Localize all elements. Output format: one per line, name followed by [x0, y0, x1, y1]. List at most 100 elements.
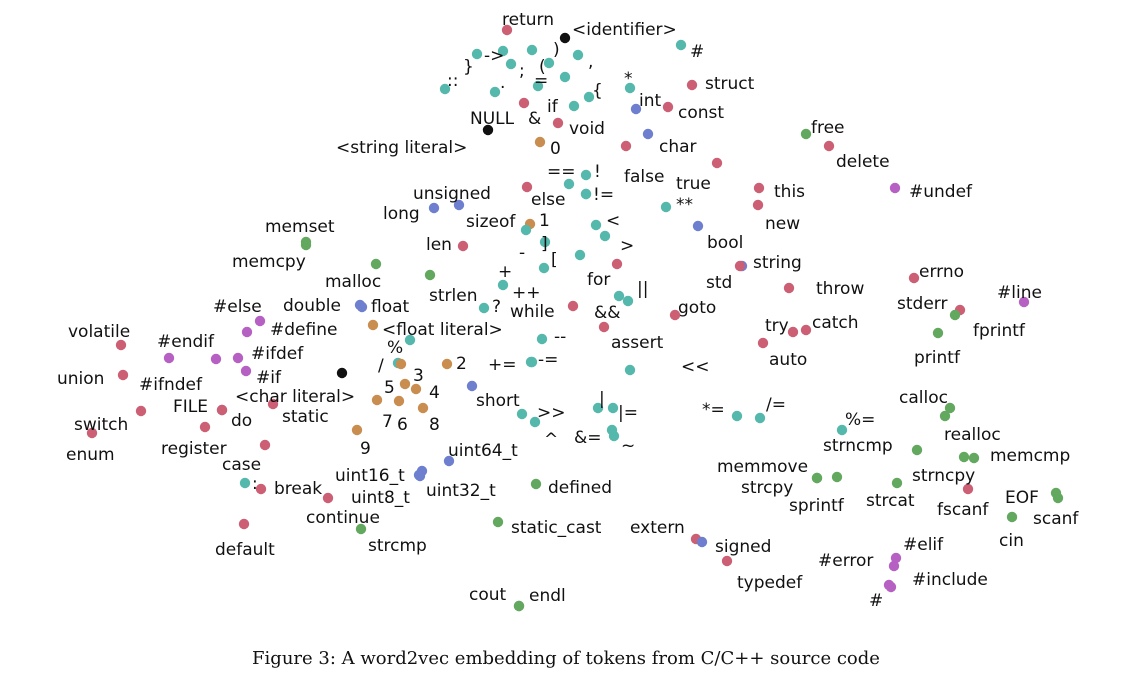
label-elif-140: #elif [903, 535, 944, 555]
point-sprintf-130 [811, 472, 823, 484]
label-symbol-82: += [488, 355, 517, 375]
label-strncpy-120: strncpy [912, 466, 975, 486]
label-false-26: false [624, 167, 664, 187]
point-malloc-51 [370, 258, 382, 270]
label-symbol-100: >> [537, 403, 566, 423]
label-symbol-83: -= [538, 350, 558, 370]
label-5-91: 5 [384, 378, 395, 398]
label-memcpy-48: memcpy [232, 252, 306, 272]
label-char-literal-90: <char literal> [235, 387, 355, 407]
scatter-plot: return <identifier>#->});(,::. = {* structin… [57, 10, 1079, 612]
label-8-106: 8 [429, 415, 440, 435]
point-symbol-103 [731, 410, 743, 422]
point-0-23 [534, 136, 546, 148]
point-symbol-111 [529, 416, 541, 428]
point-symbol-6 [505, 58, 517, 70]
label-symbol-10: . [500, 73, 505, 93]
label-2-81: 2 [456, 354, 467, 374]
point-long-36 [428, 202, 440, 214]
label-void-20: void [569, 119, 605, 139]
point-symbol-50 [497, 279, 509, 291]
label-symbol-57: ++ [512, 283, 541, 303]
label-float-61: float [371, 297, 410, 317]
label-realloc-108: realloc [944, 425, 1001, 445]
point-6-97 [393, 395, 405, 407]
point-goto-64 [669, 309, 681, 321]
label-symbol-58: || [637, 279, 648, 299]
label-identifier-1: <identifier> [572, 20, 677, 40]
point-symbol-57 [538, 262, 550, 274]
label-enum-116: enum [66, 445, 115, 465]
label-symbol-8: , [588, 52, 593, 72]
label-for-52: for [587, 270, 610, 290]
point-signed-138 [696, 536, 708, 548]
point-7-96 [371, 394, 383, 406]
label-scanf-133: scanf [1033, 509, 1079, 529]
label-symbol-5: ) [553, 40, 560, 60]
point-for-52 [611, 258, 623, 270]
label-printf-77: printf [914, 348, 961, 368]
label-symbol-86: / [378, 356, 384, 376]
label-symbol-4: } [463, 57, 474, 77]
label-strcat-128: strcat [866, 491, 915, 511]
point-case-118 [259, 439, 271, 451]
label-line-59: #line [997, 283, 1042, 303]
point-default-139 [238, 518, 250, 530]
label-symbol-122: : [252, 474, 258, 494]
point-symbol-10 [489, 86, 501, 98]
label-return-0: return [502, 10, 554, 30]
point-float-literal-71 [367, 319, 379, 331]
label-auto-80: auto [769, 350, 807, 370]
point-if-85 [240, 365, 252, 377]
point-enum-116 [86, 427, 98, 439]
point-symbol-75 [536, 333, 548, 345]
point-cin-137 [1006, 511, 1018, 523]
label-4-92: 4 [429, 383, 440, 403]
label-symbol-146: # [869, 591, 883, 611]
label-sprintf-130: sprintf [789, 496, 845, 516]
point-identifier-1 [559, 32, 571, 44]
label-strcmp-136: strcmp [368, 536, 427, 556]
point-error-141 [888, 560, 900, 572]
point-symbol-2 [675, 39, 687, 51]
label-memcmp-115: memcmp [990, 446, 1070, 466]
label-0-23: 0 [550, 139, 561, 159]
label-1-38: 1 [539, 211, 550, 231]
point-continue-132 [322, 492, 334, 504]
point-try-72 [787, 326, 799, 338]
point-scanf-133 [1052, 492, 1064, 504]
point-struct-14 [686, 79, 698, 91]
label-len-42: len [426, 235, 452, 255]
point-symbol-28 [563, 178, 575, 190]
point-symbol-12 [559, 71, 571, 83]
point-defined-125 [530, 478, 542, 490]
label-symbol-2: # [690, 42, 704, 62]
label-symbol-75: -- [554, 327, 566, 347]
point-union-88 [117, 369, 129, 381]
label-while-67: while [510, 302, 555, 322]
point-false-26 [620, 140, 632, 152]
point-9-110 [351, 424, 363, 436]
point-throw-54 [783, 282, 795, 294]
label-int-15: int [639, 91, 661, 111]
point-bool-44 [692, 220, 704, 232]
label-new-40: new [765, 214, 800, 234]
label-const-16: const [678, 103, 724, 123]
point-strcpy-126 [831, 471, 843, 483]
point-symbol-45 [539, 236, 551, 248]
point-realloc-108 [939, 410, 951, 422]
point-fscanf-131 [962, 483, 974, 495]
point-void-20 [552, 117, 564, 129]
point-strcmp-136 [355, 523, 367, 535]
point-if-17 [568, 100, 580, 112]
point-symbol-4 [497, 45, 509, 57]
label-symbol-35: ** [676, 195, 693, 215]
point-symbol-27 [580, 169, 592, 181]
label-9-110: 9 [360, 439, 371, 459]
label-strcpy-126: strcpy [741, 478, 793, 498]
label-register-109: register [161, 439, 227, 459]
point-4-92 [410, 383, 422, 395]
label-strncmp-114: strncmp [823, 436, 893, 456]
point-static-98 [267, 398, 279, 410]
